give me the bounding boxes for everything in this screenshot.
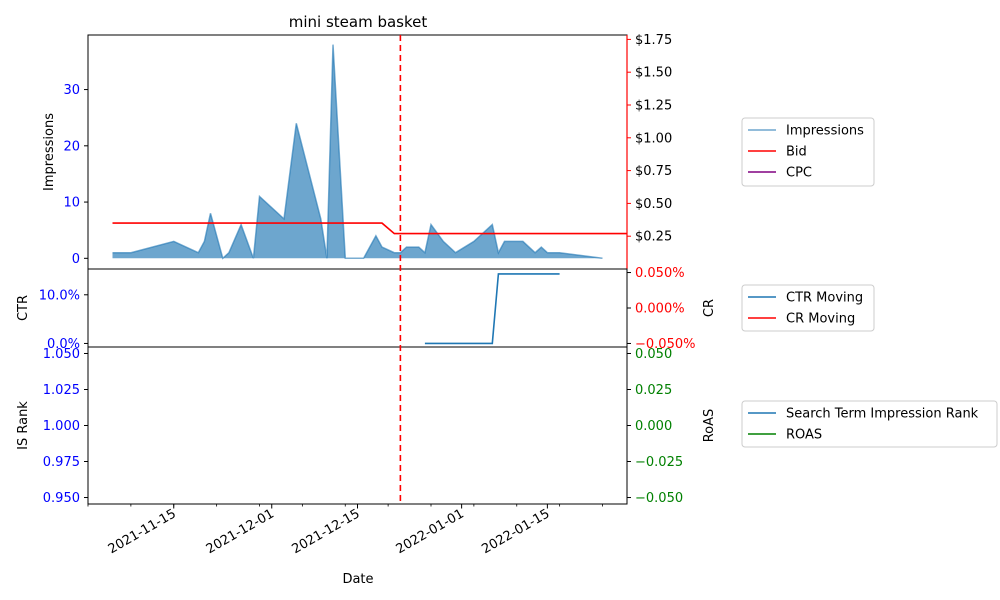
panel-top-left-label: Impressions (42, 113, 57, 191)
panel-top-right-tick-label: $1.00 (635, 131, 672, 146)
panel-bottom-right-label: RoAS (702, 409, 717, 443)
panel-top-right-tick-label: $0.75 (635, 164, 672, 179)
panel-bottom-left-tick-label: 1.025 (43, 383, 80, 398)
chart-title: mini steam basket (289, 13, 428, 31)
panel-middle-right-tick-label: 0.000% (635, 302, 685, 317)
legend-bottom-label: ROAS (786, 428, 822, 443)
panel-bottom-left-label: IS Rank (16, 401, 31, 450)
panel-middle-left-tick-label: 0.0% (47, 337, 80, 352)
legend-top-label: CPC (786, 166, 812, 181)
panel-middle-left-tick-label: 10.0% (39, 288, 80, 303)
panel-bottom: 0.950 0.975 1.000 1.025 1.050 −0.050 −0.025 0.0… (16, 346, 717, 506)
x-tick-label: 2022-01-15 (479, 506, 552, 557)
panel-bottom-right-tick-label: 0.000 (635, 419, 672, 434)
x-tick-label: 2021-12-15 (290, 506, 363, 557)
panel-bottom-frame (87, 346, 628, 505)
legend-bottom-label: Search Term Impression Rank (786, 407, 979, 422)
legend-top: Impressions Bid CPC (741, 117, 875, 187)
panel-top-left-tick-label: 30 (63, 83, 80, 98)
panel-bottom-right-tick-label: 0.050 (635, 347, 672, 362)
x-tick-label: 2021-11-15 (106, 506, 179, 557)
x-tick-label: 2021-12-01 (204, 506, 277, 557)
legend-bottom: Search Term Impression Rank ROAS (741, 400, 998, 448)
panel-top: 0 10 20 30 $0.25 $0.50 $0.75 $1.00 $1.25 $1.50 $1.… (42, 33, 672, 270)
panel-top-left-tick-label: 0 (72, 252, 80, 267)
panel-top-right-tick-label: $1.25 (635, 98, 672, 113)
legend-bottom-box (741, 400, 998, 448)
panel-middle-right-tick-label: 0.050% (635, 266, 685, 281)
legends-layer: Impressions Bid CPC CTR Moving CR Moving Sear… (741, 117, 998, 448)
x-axis-label: Date (342, 572, 373, 587)
panel-top-left-tick-label: 10 (63, 196, 80, 211)
panel-bottom-right-tick-label: −0.050 (635, 491, 683, 506)
panel-middle-frame (87, 268, 628, 348)
panel-top-right-tick-label: $1.50 (635, 66, 672, 81)
series-top-0-line (112, 44, 603, 260)
series-top-0-area (112, 44, 603, 259)
legend-middle: CTR Moving CR Moving (741, 284, 875, 332)
legend-middle-label: CTR Moving (786, 291, 863, 306)
legend-top-box (741, 117, 875, 187)
legend-top-label: Impressions (786, 124, 864, 139)
panel-bottom-left-tick-label: 1.050 (43, 347, 80, 362)
panel-bottom-left-tick-label: 1.000 (43, 419, 80, 434)
panels-layer: 0 10 20 30 $0.25 $0.50 $0.75 $1.00 $1.25 $1.50 $1.… (16, 33, 717, 506)
panel-middle-left-label: CTR (16, 295, 31, 321)
panel-middle-right-label: CR (702, 299, 717, 317)
panel-top-left-tick-label: 20 (63, 139, 80, 154)
x-axis: 2021-11-15 2021-12-01 2021-12-15 2022-01-01… (87, 504, 603, 557)
panel-top-right-tick-label: $1.75 (635, 33, 672, 48)
legend-middle-label: CR Moving (786, 312, 855, 327)
x-tick-label: 2022-01-01 (394, 506, 467, 557)
panel-bottom-right-tick-label: −0.025 (635, 455, 683, 470)
panel-top-right-tick-label: $0.50 (635, 197, 672, 212)
panel-top-right-tick-label: $0.25 (635, 230, 672, 245)
panel-bottom-left-tick-label: 0.950 (43, 491, 80, 506)
series-top-1-line (112, 222, 627, 235)
series-middle-0-line (424, 273, 560, 345)
panel-middle: 0.0% 10.0% −0.050% 0.000% 0.050% CTR CR (16, 266, 717, 352)
panel-bottom-left-tick-label: 0.975 (43, 455, 80, 470)
panel-middle-right-tick-label: −0.050% (635, 337, 695, 352)
panel-bottom-right-tick-label: 0.025 (635, 383, 672, 398)
legend-top-label: Bid (786, 145, 807, 160)
